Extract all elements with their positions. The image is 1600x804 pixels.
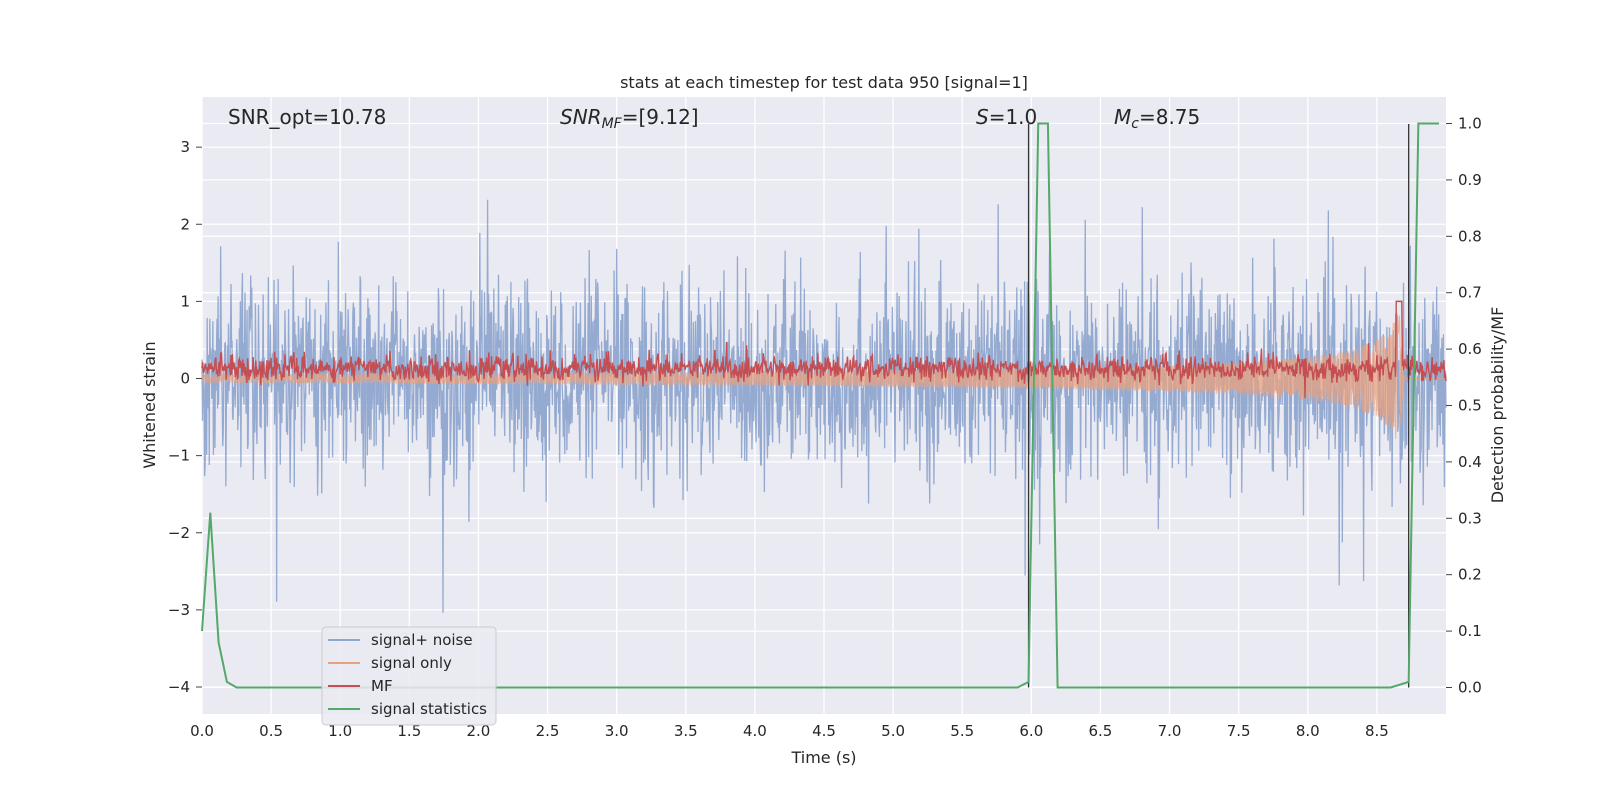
mf-series <box>201 300 1447 399</box>
x-tick-label-1: 0.5 <box>259 722 283 740</box>
annotation-snr-mf-main: SNR <box>560 105 602 129</box>
annotation-s-main: S <box>976 105 989 129</box>
y-left-tick-labels: 3 2 1 0 −1 −2 −3 −4 <box>168 138 202 696</box>
x-tick-label-16: 8.0 <box>1296 722 1320 740</box>
annotation-s-value: =1.0 <box>989 105 1038 129</box>
y-left-tick-label-5: −2 <box>168 524 190 542</box>
y-left-tick-label-4: −1 <box>168 447 190 465</box>
y-right-tick-label-3: 0.7 <box>1458 284 1482 302</box>
y-right-tick-label-10: 0.0 <box>1458 678 1482 696</box>
y-left-tick-label-3: 0 <box>180 370 190 388</box>
chart-title: stats at each timestep for test data 950… <box>620 73 1028 92</box>
x-tick-label-10: 5.0 <box>881 722 905 740</box>
y-right-tick-labels: 1.0 0.9 0.8 0.7 0.6 0.5 0.4 0.3 0.2 0.1 0.0 <box>1446 115 1482 696</box>
y-right-tick-label-5: 0.5 <box>1458 397 1482 415</box>
x-tick-label-11: 5.5 <box>950 722 974 740</box>
x-tick-label-14: 7.0 <box>1158 722 1182 740</box>
annotation-mc-main: M <box>1114 105 1131 129</box>
x-tick-labels: 0.0 0.5 1.0 1.5 2.0 2.5 3.0 3.5 4.0 4.5 5.0 5.5 6.0 6… <box>190 722 1389 740</box>
y-left-axis-label: Whitened strain <box>140 341 159 468</box>
y-right-tick-label-6: 0.4 <box>1458 453 1482 471</box>
y-right-tick-label-7: 0.3 <box>1458 509 1482 527</box>
x-tick-label-6: 3.0 <box>605 722 629 740</box>
y-right-tick-label-1: 0.9 <box>1458 171 1482 189</box>
annotation-s: S=1.0 <box>976 105 1037 129</box>
x-tick-label-9: 4.5 <box>812 722 836 740</box>
vertical-markers <box>1027 123 1410 688</box>
x-tick-label-5: 2.5 <box>536 722 560 740</box>
annotation-mc: Mc=8.75 <box>1114 105 1200 132</box>
legend: signal+ noise signal only MF signal stat… <box>321 626 497 726</box>
legend-box <box>321 626 497 726</box>
y-left-tick-label-1: 2 <box>180 215 190 233</box>
x-tick-label-17: 8.5 <box>1365 722 1389 740</box>
x-tick-label-3: 1.5 <box>397 722 421 740</box>
legend-label-signal-only: signal only <box>371 654 452 672</box>
x-tick-label-4: 2.0 <box>467 722 491 740</box>
annotation-mc-sub: c <box>1131 116 1139 132</box>
legend-label-mf: MF <box>371 677 393 695</box>
y-left-tick-label-0: 3 <box>180 138 190 156</box>
x-tick-label-15: 7.5 <box>1227 722 1251 740</box>
signal-statistics-series <box>201 122 1440 689</box>
annotation-snr-mf: SNRMF=[9.12] <box>560 105 699 132</box>
legend-label-signal-noise: signal+ noise <box>371 631 473 649</box>
y-right-axis-label: Detection probability/MF <box>1488 307 1507 504</box>
x-axis-label: Time (s) <box>790 748 856 767</box>
y-right-tick-label-2: 0.8 <box>1458 227 1482 245</box>
x-tick-label-0: 0.0 <box>190 722 214 740</box>
y-left-tick-label-6: −3 <box>168 601 190 619</box>
signal-statistics-line <box>201 122 1440 689</box>
signal-only-line <box>201 313 1446 439</box>
annotation-snr-mf-value: =[9.12] <box>622 105 699 129</box>
signal-only-series <box>201 313 1446 439</box>
annotation-snr-opt: SNR_opt=10.78 <box>228 105 386 129</box>
annotation-snr-mf-sub: MF <box>602 116 623 132</box>
legend-label-signal-statistics: signal statistics <box>371 700 487 718</box>
annotation-mc-value: =8.75 <box>1139 105 1200 129</box>
y-right-tick-label-0: 1.0 <box>1458 115 1482 133</box>
y-left-tick-label-7: −4 <box>168 678 190 696</box>
y-left-tick-label-2: 1 <box>180 292 190 310</box>
y-right-tick-label-4: 0.6 <box>1458 340 1482 358</box>
x-tick-label-8: 4.0 <box>743 722 767 740</box>
y-right-tick-label-9: 0.1 <box>1458 622 1482 640</box>
x-tick-label-7: 3.5 <box>674 722 698 740</box>
y-right-tick-label-8: 0.2 <box>1458 566 1482 584</box>
mf-line <box>201 300 1447 399</box>
x-tick-label-12: 6.0 <box>1019 722 1043 740</box>
x-tick-label-13: 6.5 <box>1089 722 1113 740</box>
x-tick-label-2: 1.0 <box>328 722 352 740</box>
